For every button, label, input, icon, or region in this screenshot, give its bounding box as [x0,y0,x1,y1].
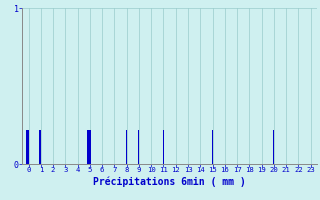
Bar [52,130,53,164]
Bar [113,130,114,164]
Bar [114,130,115,164]
Bar [40,130,41,164]
Bar [88,130,89,164]
Bar [26,130,27,164]
Bar [163,130,164,164]
Bar [76,130,77,164]
Bar [126,130,127,164]
Bar [138,130,139,164]
Bar [27,130,28,164]
Bar [39,130,40,164]
Bar [77,130,78,164]
Bar [90,130,91,164]
Bar [273,130,274,164]
Bar [89,130,90,164]
Bar [87,130,88,164]
Bar [101,130,102,164]
X-axis label: Précipitations 6min ( mm ): Précipitations 6min ( mm ) [93,176,246,187]
Bar [78,130,79,164]
